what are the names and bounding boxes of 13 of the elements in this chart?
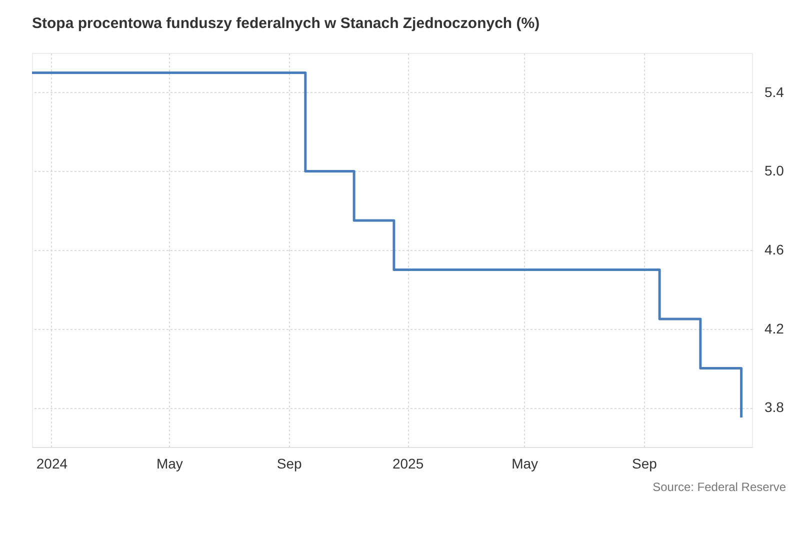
x-tick-label: 2025	[392, 456, 424, 472]
x-tick-label: 2024	[36, 456, 68, 472]
y-tick-label: 4.6	[764, 242, 784, 258]
y-tick-label: 4.2	[764, 320, 784, 336]
source-note: Source: Federal Reserve	[652, 480, 786, 494]
y-tick-label: 5.4	[764, 84, 784, 100]
y-tick-label: 3.8	[764, 399, 784, 416]
x-tick-label: May	[512, 456, 538, 472]
x-tick-label: Sep	[276, 456, 302, 472]
y-tick-label: 5.0	[764, 162, 784, 179]
x-tick-label: Sep	[632, 456, 658, 472]
chart-title: Stopa procentowa funduszy federalnych w Stanach Zjednoczonych (%)	[32, 15, 540, 32]
x-tick-label: May	[156, 456, 183, 472]
